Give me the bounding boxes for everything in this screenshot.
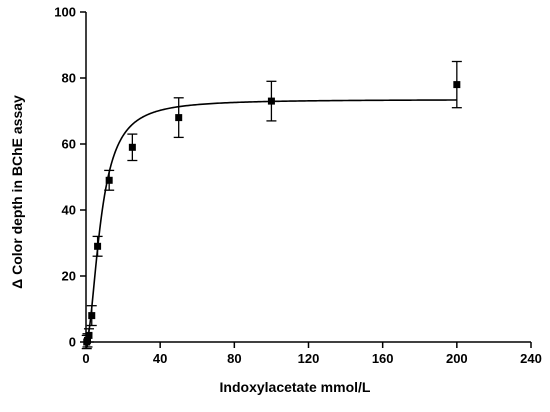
- x-tick-label: 160: [372, 351, 394, 366]
- data-point: [94, 242, 102, 250]
- y-tick-label: 100: [54, 5, 76, 20]
- data-point: [175, 114, 183, 122]
- y-tick-label: 80: [62, 71, 76, 86]
- x-tick-label: 40: [153, 351, 167, 366]
- x-tick-label: 240: [520, 351, 542, 366]
- data-points: [83, 81, 461, 346]
- data-point: [453, 81, 461, 89]
- x-tick-label: 200: [446, 351, 468, 366]
- y-tick-label: 0: [69, 335, 76, 350]
- data-point: [128, 143, 136, 151]
- y-tick-label: 20: [62, 269, 76, 284]
- fit-curve: [85, 99, 457, 343]
- data-point: [83, 336, 91, 344]
- fit-curve-group: [85, 99, 457, 343]
- data-point: [105, 176, 113, 184]
- y-tick-label: 60: [62, 137, 76, 152]
- y-tick-label: 40: [62, 203, 76, 218]
- x-tick-label: 0: [82, 351, 89, 366]
- y-axis-title: Δ Color depth in BChE assay: [9, 95, 25, 289]
- data-point: [88, 312, 96, 320]
- x-axis-title: Indoxylacetate mmol/L: [220, 379, 371, 395]
- x-tick-label: 120: [298, 351, 320, 366]
- axes: 0 20 40 60 80 100 0 40 80 120 160 200 240: [54, 5, 542, 367]
- data-point: [267, 97, 275, 105]
- data-point: [85, 331, 93, 339]
- x-tick-label: 80: [227, 351, 241, 366]
